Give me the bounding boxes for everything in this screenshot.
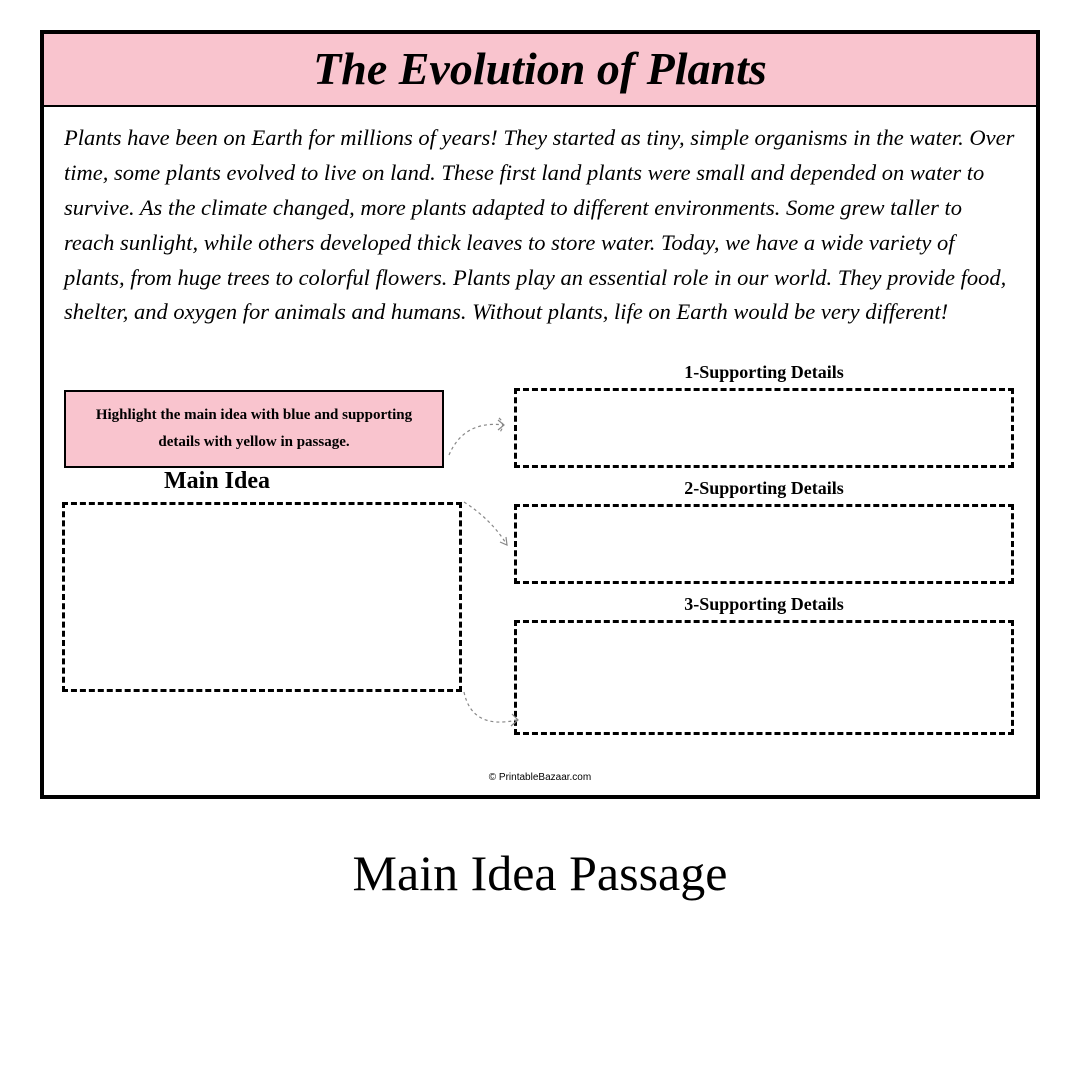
passage-text: Plants have been on Earth for millions o… bbox=[44, 107, 1036, 340]
arrow-icon bbox=[444, 410, 524, 460]
main-idea-label: Main Idea bbox=[164, 468, 270, 495]
detail-3-label: 3-Supporting Details bbox=[514, 594, 1014, 615]
instruction-box: Highlight the main idea with blue and su… bbox=[64, 390, 444, 468]
copyright-text: © PrintableBazaar.com bbox=[44, 772, 1036, 783]
page-caption: Main Idea Passage bbox=[40, 844, 1040, 902]
arrow-icon bbox=[462, 690, 532, 740]
main-idea-input-box[interactable] bbox=[62, 502, 462, 692]
detail-2-label: 2-Supporting Details bbox=[514, 478, 1014, 499]
detail-3-input-box[interactable] bbox=[514, 620, 1014, 735]
worksheet-frame: The Evolution of Plants Plants have been… bbox=[40, 30, 1040, 799]
arrow-icon bbox=[462, 500, 522, 560]
detail-1-input-box[interactable] bbox=[514, 388, 1014, 468]
detail-2-input-box[interactable] bbox=[514, 504, 1014, 584]
title-bar: The Evolution of Plants bbox=[44, 34, 1036, 107]
detail-1-label: 1-Supporting Details bbox=[514, 362, 1014, 383]
graphic-organizer: Highlight the main idea with blue and su… bbox=[44, 370, 1036, 770]
worksheet-title: The Evolution of Plants bbox=[44, 42, 1036, 95]
